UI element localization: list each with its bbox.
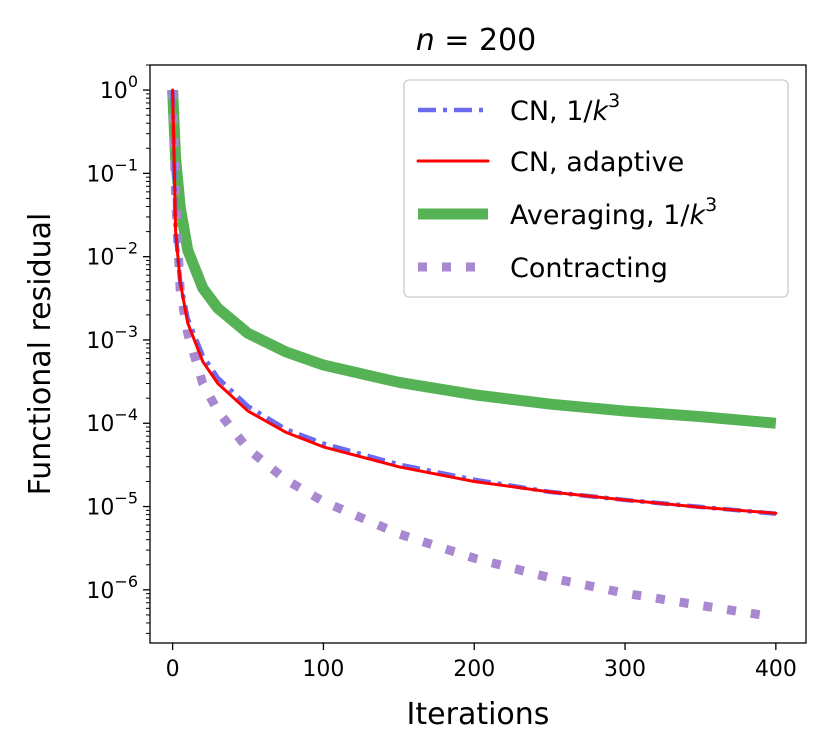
chart-title: n = 200 [416,23,537,58]
y-tick-label: 10−4 [86,405,138,437]
x-tick-label: 100 [302,657,344,682]
series-line-averaging-1-k-3 [167,89,777,429]
legend-label: CN, 1/k3 [510,90,620,127]
y-tick-label: 10−3 [86,322,138,354]
y-axis-title: Functional residual [23,213,58,496]
x-tick-label: 300 [604,657,646,682]
series-line-cn-adaptive [171,88,778,515]
legend-label: Averaging, 1/k3 [510,194,717,231]
x-tick-label: 0 [166,657,180,682]
axes-layer: 0 100 200 300 400 100 10−1 10−2 10−3 10−4 10−5 10−6 [86,64,797,682]
x-tick-label: 400 [755,657,797,682]
legend-box [403,79,789,298]
y-tick-label: 10−1 [86,155,138,187]
y-tick-label: 10−2 [86,239,138,271]
y-tick-label: 100 [100,72,138,104]
x-tick-label: 200 [453,657,495,682]
y-tick-label: 10−6 [86,572,138,604]
plot-area-frame [149,64,807,644]
y-tick-label: 10−5 [86,489,138,521]
legend-label: CN, adaptive [510,147,684,178]
x-axis-title: Iterations [407,697,550,732]
legend: CN, 1/k3 CN, adaptive Averaging, 1/k3 Contr… [403,79,789,298]
series-layer [167,88,778,620]
legend-label: Contracting [510,253,668,284]
